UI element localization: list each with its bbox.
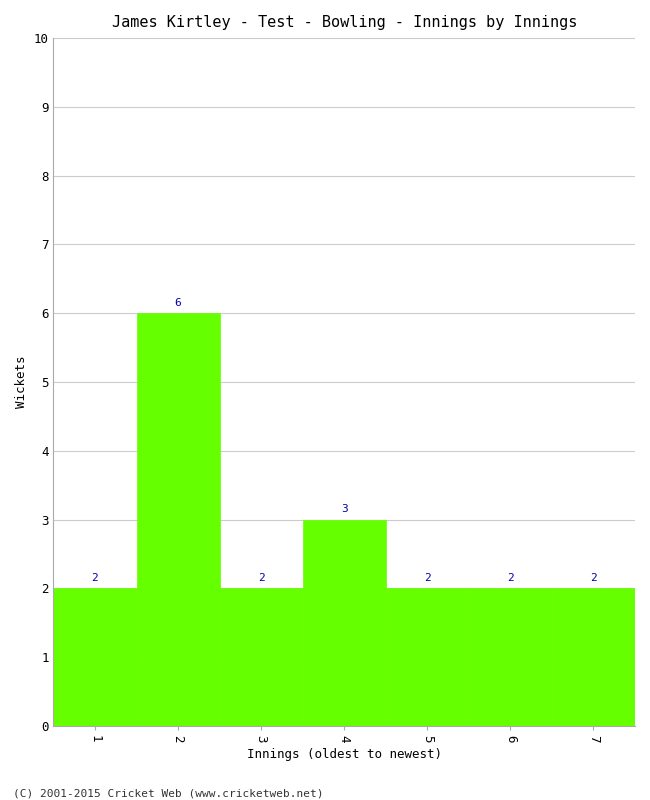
Bar	[303, 519, 385, 726]
Text: 2: 2	[507, 573, 514, 583]
Text: 6: 6	[175, 298, 181, 308]
Bar	[220, 588, 303, 726]
Text: 2: 2	[92, 573, 98, 583]
Text: (C) 2001-2015 Cricket Web (www.cricketweb.net): (C) 2001-2015 Cricket Web (www.cricketwe…	[13, 788, 324, 798]
Bar	[469, 588, 552, 726]
Bar	[385, 588, 469, 726]
Text: 2: 2	[258, 573, 265, 583]
Y-axis label: Wickets: Wickets	[15, 356, 28, 408]
Title: James Kirtley - Test - Bowling - Innings by Innings: James Kirtley - Test - Bowling - Innings…	[112, 15, 577, 30]
Text: 2: 2	[590, 573, 597, 583]
X-axis label: Innings (oldest to newest): Innings (oldest to newest)	[247, 748, 442, 761]
Text: 3: 3	[341, 504, 348, 514]
Bar	[552, 588, 635, 726]
Bar	[136, 314, 220, 726]
Bar	[53, 588, 136, 726]
Text: 2: 2	[424, 573, 431, 583]
